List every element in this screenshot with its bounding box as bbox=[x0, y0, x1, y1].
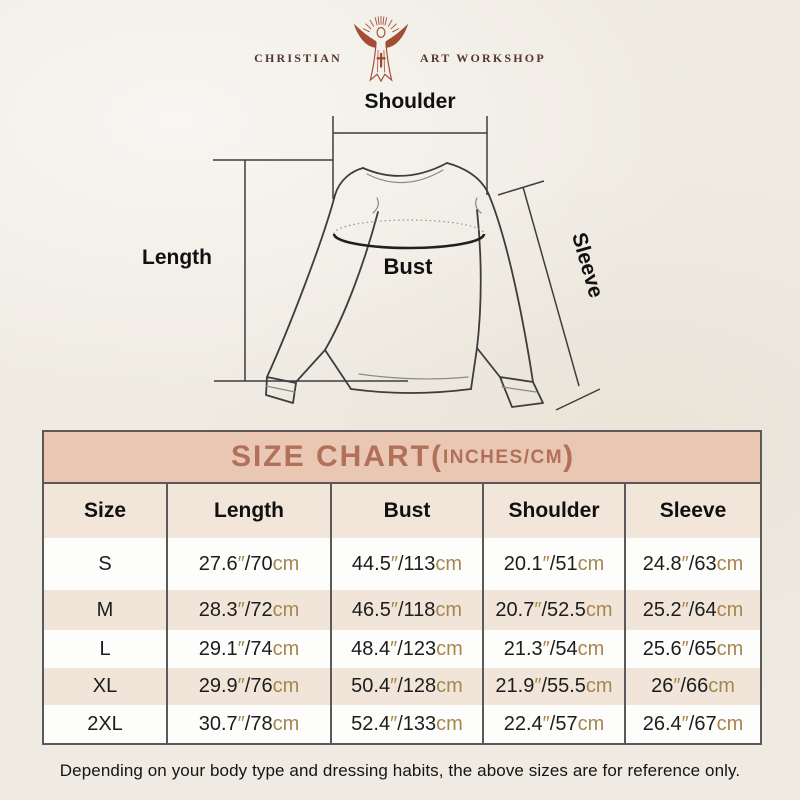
bust-value: 50.4 ″/128 cm bbox=[330, 668, 482, 705]
shoulder-label: Shoulder bbox=[364, 90, 455, 113]
shoulder-value: 20.7 ″/52.5 cm bbox=[482, 590, 624, 630]
sleeve-value: 25.6 ″/65 cm bbox=[624, 630, 760, 668]
sweater-outline bbox=[265, 162, 544, 408]
length-value: 28.3 ″/72 cm bbox=[166, 590, 330, 630]
bust-value: 46.5 ″/118 cm bbox=[330, 590, 482, 630]
sleeve-value: 24.8 ″/63 cm bbox=[624, 538, 760, 590]
length-value: 27.6 ″/70 cm bbox=[166, 538, 330, 590]
title-close: ) bbox=[563, 440, 574, 473]
column-header-size: Size bbox=[83, 499, 127, 522]
size-label: M bbox=[96, 598, 114, 621]
sweater-measurement-diagram: Shoulder Length Bust Sleeve bbox=[142, 90, 607, 411]
length-value: 29.9 ″/76 cm bbox=[166, 668, 330, 705]
reference-note: Depending on your body type and dressing… bbox=[59, 761, 741, 780]
brand-logo: CHRISTIAN bbox=[0, 10, 800, 88]
size-chart-title: SIZE CHART( INCHES/CM ) bbox=[44, 432, 760, 484]
size-row-l: L 29.1 ″/74 cm 48.4 ″/123 cm 21.3 ″/54 cm 25.6 ″/65… bbox=[44, 630, 760, 668]
sleeve-label: Sleeve bbox=[567, 230, 607, 300]
shoulder-value: 21.9 ″/55.5 cm bbox=[482, 668, 624, 705]
column-header-sleeve: Sleeve bbox=[624, 484, 760, 538]
size-row-2xl: 2XL 30.7 ″/78 cm 52.4 ″/133 cm 22.4 ″/57 cm 26.4 ″ /… bbox=[44, 705, 760, 743]
size-chart-table: SIZE CHART( INCHES/CM ) Size Length Bust Sh… bbox=[42, 430, 762, 745]
sleeve-value: 26.4 ″/67 cm bbox=[624, 705, 760, 743]
size-row-m: M 28.3 ″/72 cm 46.5 ″/118 cm 20.7 ″/52.5 cm 25.2 ″ /… bbox=[44, 590, 760, 630]
bust-ellipse-solid bbox=[332, 233, 486, 250]
sleeve-value: 26 ″/66 cm bbox=[624, 668, 760, 705]
shoulder-value: 20.1 ″/51 cm bbox=[482, 538, 624, 590]
column-header-length: Length bbox=[166, 484, 330, 538]
bust-label: Bust bbox=[384, 254, 434, 279]
bust-value: 44.5 ″/113 cm bbox=[330, 538, 482, 590]
column-header-shoulder: Shoulder bbox=[482, 484, 624, 538]
length-label: Length bbox=[142, 246, 212, 269]
length-value: 30.7 ″/78 cm bbox=[166, 705, 330, 743]
table-header-row: Size Length Bust Shoulder Sleeve bbox=[44, 484, 760, 538]
shoulder-value: 21.3 ″/54 cm bbox=[482, 630, 624, 668]
title-main: SIZE CHART( bbox=[230, 440, 443, 473]
bust-value: 52.4 ″/133 cm bbox=[330, 705, 482, 743]
brand-name-left: CHRISTIAN bbox=[254, 51, 342, 65]
brand-name-right: ART WORKSHOP bbox=[419, 51, 546, 65]
size-label: L bbox=[99, 637, 111, 660]
table-body: S 27.6 ″/70 cm 44.5 ″/113 cm 20.1 ″/51 cm 24.8 ″/63… bbox=[44, 538, 760, 743]
measurement-lines bbox=[213, 116, 601, 411]
sweater-inner-details bbox=[265, 169, 537, 393]
bust-value: 48.4 ″/123 cm bbox=[330, 630, 482, 668]
bust-ellipse-dotted bbox=[333, 219, 485, 235]
size-row-s: S 27.6 ″/70 cm 44.5 ″/113 cm 20.1 ″/51 cm 24.8 ″/63… bbox=[44, 538, 760, 590]
shoulder-value: 22.4 ″/57 cm bbox=[482, 705, 624, 743]
sleeve-value: 25.2 ″/64 cm bbox=[624, 590, 760, 630]
length-value: 29.1 ″/74 cm bbox=[166, 630, 330, 668]
size-label: S bbox=[98, 552, 112, 575]
title-unit: INCHES/CM bbox=[442, 447, 564, 468]
size-row-xl: XL 29.9 ″/76 cm 50.4 ″/128 cm 21.9 ″/55.5 cm 26 ″/6… bbox=[44, 668, 760, 705]
column-header-bust: Bust bbox=[330, 484, 482, 538]
size-label: XL bbox=[92, 675, 118, 697]
size-label: 2XL bbox=[87, 712, 123, 735]
jesus-open-arms-rays-icon bbox=[353, 15, 409, 83]
